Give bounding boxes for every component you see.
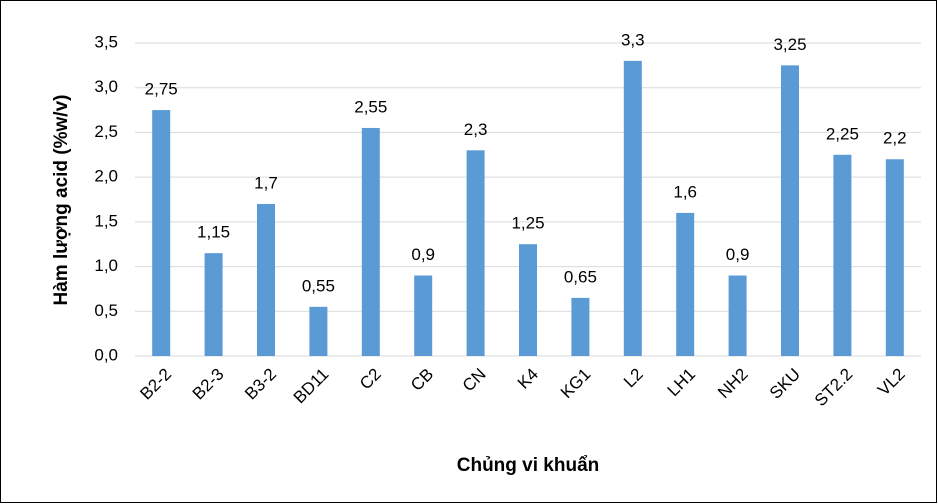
data-label: 3,3 — [621, 30, 645, 49]
y-tick-label: 0,5 — [94, 301, 118, 320]
bar — [833, 154, 852, 356]
data-label: 0,9 — [411, 245, 435, 264]
bar — [623, 60, 642, 357]
y-tick-label: 1,0 — [94, 256, 118, 275]
data-label: 0,9 — [726, 245, 750, 264]
data-label: 2,25 — [826, 124, 859, 143]
y-tick-label: 3,0 — [94, 77, 118, 96]
bar — [781, 65, 799, 356]
data-label: 1,6 — [673, 182, 697, 201]
y-tick-label: 3,5 — [94, 32, 118, 51]
y-tick-label: 2,0 — [94, 167, 118, 186]
bar — [519, 244, 537, 356]
bar — [466, 150, 485, 356]
data-label: 2,55 — [354, 97, 387, 116]
data-label: 2,2 — [883, 129, 907, 148]
data-label: 0,55 — [302, 276, 335, 295]
data-label: 3,25 — [773, 35, 806, 54]
data-label: 0,65 — [564, 267, 597, 286]
data-label: 2,75 — [145, 80, 178, 99]
y-tick-label: 1,5 — [94, 211, 118, 230]
bar — [204, 253, 223, 356]
bar — [571, 297, 590, 356]
bar — [728, 275, 747, 356]
bar — [257, 203, 275, 356]
bar — [885, 159, 904, 356]
y-axis-title: Hàm lượng acid (%w/v) — [51, 95, 72, 306]
data-label: 1,7 — [254, 173, 278, 192]
bar — [152, 110, 171, 356]
data-label: 1,15 — [197, 223, 230, 242]
bar — [676, 212, 695, 356]
y-tick-label: 0,0 — [94, 345, 118, 364]
bar — [414, 275, 433, 356]
y-tick-label: 2,5 — [94, 122, 118, 141]
data-label: 2,3 — [464, 120, 488, 139]
bar — [309, 306, 328, 356]
x-axis-title: Chủng vi khuẩn — [457, 455, 600, 476]
bar — [361, 127, 380, 356]
data-label: 1,25 — [511, 214, 544, 233]
